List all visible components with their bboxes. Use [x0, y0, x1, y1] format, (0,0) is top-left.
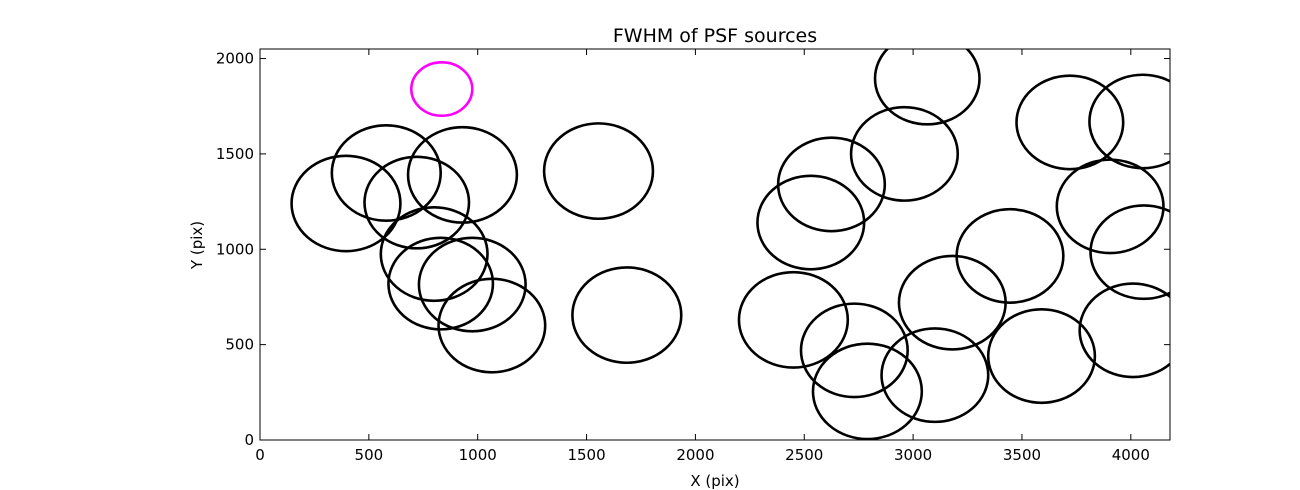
psf-circle — [897, 254, 1007, 351]
psf-circle — [542, 122, 655, 221]
x-tick-label: 3000 — [894, 446, 932, 464]
psf-circle — [406, 125, 519, 224]
psf-circle — [379, 206, 489, 303]
psf-circle — [1078, 282, 1170, 379]
x-tick-label: 1000 — [459, 446, 497, 464]
psf-circle — [571, 266, 683, 365]
y-tick-label: 2000 — [216, 50, 254, 68]
psf-circle — [776, 136, 887, 233]
x-tick-label: 1500 — [567, 446, 605, 464]
psf-circle — [849, 105, 960, 202]
psf-circle — [290, 154, 402, 253]
psf-circle — [737, 270, 850, 369]
psf-circle — [1088, 73, 1170, 170]
psf-circle — [955, 207, 1065, 304]
psf-circles — [290, 49, 1170, 440]
y-axis-label: Y (pix) — [188, 221, 206, 270]
x-axis-label: X (pix) — [690, 472, 739, 490]
psf-circle — [1089, 204, 1170, 301]
psf-circle — [811, 342, 924, 440]
y-tick-label: 0 — [244, 431, 254, 449]
psf-circle — [756, 174, 866, 271]
x-tick-label: 2000 — [676, 446, 714, 464]
psf-circle — [799, 302, 909, 399]
psf-circle — [1015, 74, 1125, 171]
psf-circle — [873, 49, 981, 126]
psf-circle-highlight — [410, 61, 474, 118]
psf-circle — [330, 123, 442, 222]
psf-circle — [437, 277, 547, 374]
x-axis-ticks: 0 500 1000 1500 2000 2500 3000 3500 4000 — [255, 49, 1150, 464]
psf-circle — [986, 308, 1097, 405]
y-axis-ticks: 0 500 1000 1500 2000 — [216, 50, 1170, 449]
psf-circle — [387, 236, 495, 331]
x-tick-label: 2500 — [785, 446, 823, 464]
psf-circle — [363, 155, 471, 250]
psf-circle — [880, 327, 990, 424]
x-tick-label: 500 — [355, 446, 384, 464]
x-tick-label: 0 — [255, 446, 265, 464]
y-tick-label: 1000 — [216, 240, 254, 258]
y-tick-label: 1500 — [216, 145, 254, 163]
chart-title: FWHM of PSF sources — [613, 25, 817, 47]
x-tick-label: 3500 — [1003, 446, 1041, 464]
y-tick-label: 500 — [225, 336, 254, 354]
psf-circle — [417, 236, 527, 333]
plot-frame — [259, 48, 1171, 441]
x-tick-label: 4000 — [1112, 446, 1150, 464]
